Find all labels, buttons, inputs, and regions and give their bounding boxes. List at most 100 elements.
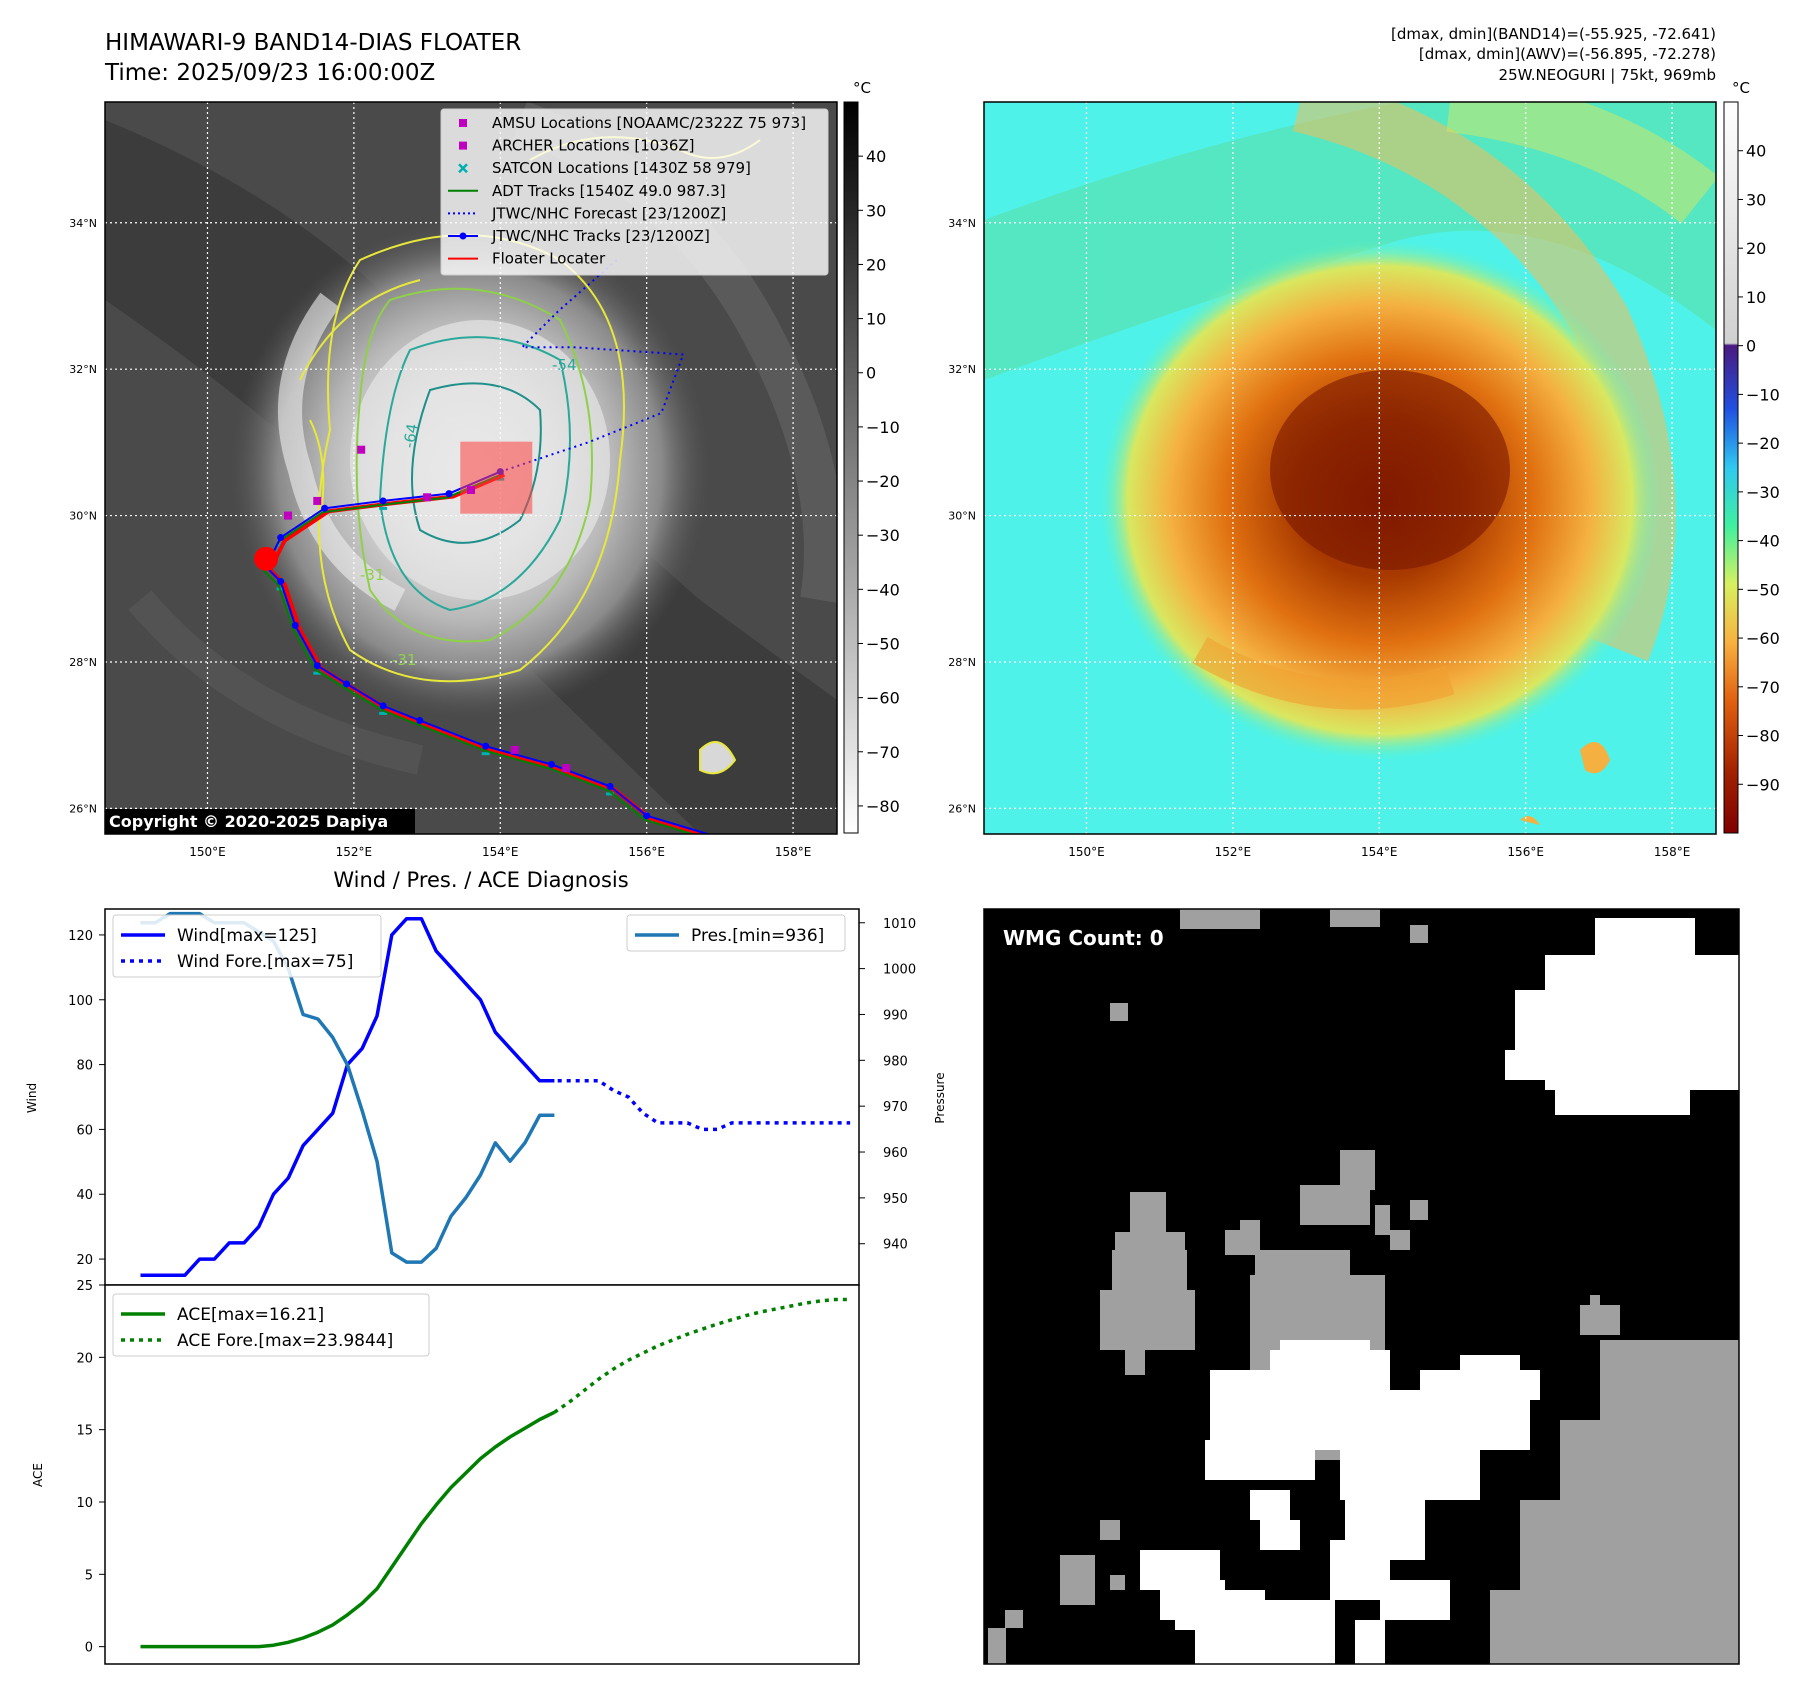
jtwc-track-point <box>321 504 329 512</box>
satcon-marker <box>379 506 388 510</box>
satcon-marker <box>313 671 322 675</box>
colorbar-tick-label: −20 <box>1746 434 1780 453</box>
legend-label: Pres.[min=936] <box>691 926 824 946</box>
colorbar-tick-label: 30 <box>866 201 886 220</box>
satcon-marker <box>606 792 615 796</box>
legend-label: ARCHER Locations [1036Z] <box>492 137 695 155</box>
pressure-ytick-label: 940 <box>883 1238 908 1253</box>
wmg-panel: WMG Count: 0 <box>983 908 1740 1665</box>
ace-chart: ACE 0 5 10 15 20 25 ACE[max=16.21] ACE Fore.[m… <box>31 1279 860 1665</box>
amsu-marker <box>313 496 322 505</box>
lon-tick-label: 150°E <box>189 845 226 859</box>
colorbar-tick-label: −10 <box>866 418 900 437</box>
contour-label-1: -54 <box>552 356 577 374</box>
pressure-ytick-label: 1010 <box>883 917 916 932</box>
figure-title-line2: Time: 2025/09/23 16:00:00Z <box>104 60 435 86</box>
colorbar-tick-label: −30 <box>1746 483 1780 502</box>
satcon-marker <box>716 844 724 847</box>
colorbar-tick-label: −20 <box>866 472 900 491</box>
ir-panel: -54 -64 -31 -31 34°N 32°N 30°N 28°N 26°N 150°… <box>69 79 900 859</box>
wind-ytick-label: 40 <box>76 1188 93 1203</box>
colorbar-tick-label: 40 <box>1746 142 1766 161</box>
wind-ytick-label: 120 <box>68 929 93 944</box>
awv-gridlines <box>984 102 1716 834</box>
pressure-ytick-label: 980 <box>883 1054 908 1069</box>
colorbar-tick-label: −60 <box>866 689 900 708</box>
info-line1: [dmax, dmin](BAND14)=(-55.925, -72.641) <box>1391 25 1716 43</box>
ir-colorbar: °C 40 30 20 10 0 −10 −20 −30 −40 −50 −60 −70 −80 <box>843 79 900 834</box>
legend-entry: ARCHER Locations [1036Z] <box>459 137 695 155</box>
diagnosis-title: Wind / Pres. / ACE Diagnosis <box>333 868 628 892</box>
lat-tick-label: 34°N <box>948 217 976 230</box>
figure-title-line1: HIMAWARI-9 BAND14-DIAS FLOATER <box>105 30 521 56</box>
jtwc-track-point <box>716 834 723 841</box>
jtwc-track-point <box>548 760 556 768</box>
ir-axis-ticks: 34°N 32°N 30°N 28°N 26°N 150°E 152°E 154°E 156°E… <box>69 217 811 859</box>
colorbar-tick-label: −70 <box>866 743 900 762</box>
legend-label: JTWC/NHC Tracks [23/1200Z] <box>491 227 710 245</box>
legend-label: Floater Locater <box>492 250 606 268</box>
colorbar-tick-label: 0 <box>866 364 876 383</box>
wmg-white-regions <box>1140 918 1739 1664</box>
ir-legend: AMSU Locations [NOAAMC/2322Z 75 973] ARCH… <box>440 108 829 276</box>
lat-tick-label: 28°N <box>69 656 97 669</box>
lon-tick-label: 152°E <box>336 845 373 859</box>
wind-ytick-label: 100 <box>68 994 93 1009</box>
copyright-box: Copyright © 2020-2025 Dapiya <box>105 809 415 834</box>
amsu-marker <box>467 485 475 494</box>
lat-tick-label: 32°N <box>948 363 976 376</box>
colorbar-tick-label: −60 <box>1746 629 1780 648</box>
legend-label: SATCON Locations [1430Z 58 979] <box>492 159 751 177</box>
colorbar-tick-label: −30 <box>866 526 900 545</box>
colorbar-tick-label: −10 <box>1746 385 1780 404</box>
legend-label: ACE[max=16.21] <box>177 1305 324 1325</box>
colorbar-tick-label: 10 <box>1746 288 1766 307</box>
lon-tick-label: 152°E <box>1215 845 1252 859</box>
contour-label-4: -31 <box>392 651 417 669</box>
jtwc-track-point <box>379 497 387 505</box>
legend-label: ADT Tracks [1540Z 49.0 987.3] <box>492 182 726 200</box>
amsu-marker <box>423 493 432 502</box>
ir-colorbar-unit: °C <box>853 79 871 97</box>
satcon-marker <box>379 711 388 715</box>
pressure-ytick-label: 1000 <box>883 963 916 978</box>
pressure-ytick-label: 960 <box>883 1146 908 1161</box>
series-line <box>553 1297 851 1414</box>
amsu-marker <box>510 745 519 754</box>
colorbar-tick-label: −80 <box>1746 727 1780 746</box>
wmg-count-label: WMG Count: 0 <box>1003 926 1164 950</box>
jtwc-track-point <box>482 742 490 750</box>
legend-swatch <box>459 141 467 150</box>
lat-tick-label: 32°N <box>69 363 97 376</box>
awv-colorbar-unit: °C <box>1732 79 1750 97</box>
lon-tick-label: 156°E <box>628 845 665 859</box>
jtwc-track-point <box>277 534 285 542</box>
pressure-ytick-label: 970 <box>883 1100 908 1115</box>
jtwc-track-point <box>313 662 321 670</box>
wind-ytick-label: 20 <box>76 1253 93 1268</box>
ace-ytick-label: 15 <box>76 1424 93 1439</box>
satcon-marker <box>481 752 490 756</box>
amsu-marker <box>357 445 366 454</box>
legend-entry: AMSU Locations [NOAAMC/2322Z 75 973] <box>459 114 806 132</box>
jtwc-track-point <box>379 702 387 710</box>
colorbar-tick-label: 20 <box>1746 239 1766 258</box>
legend-label: ACE Fore.[max=23.9844] <box>177 1331 393 1351</box>
lat-tick-label: 30°N <box>948 510 976 523</box>
ace-legend: ACE[max=16.21] ACE Fore.[max=23.9844] <box>112 1293 430 1357</box>
legend-entry: ADT Tracks [1540Z 49.0 987.3] <box>448 182 726 200</box>
ace-ytick-label: 10 <box>76 1496 93 1511</box>
ace-ytick-label: 20 <box>76 1351 93 1366</box>
contour-label-2: -64 <box>400 422 422 449</box>
jtwc-track-point <box>277 577 285 585</box>
colorbar-tick-label: −90 <box>1746 775 1780 794</box>
awv-axis-ticks: 34°N 32°N 30°N 28°N 26°N 150°E 152°E 154°E 156°E… <box>948 217 1690 859</box>
pressure-ytick-label: 990 <box>883 1008 908 1023</box>
awv-panel: 34°N 32°N 30°N 28°N 26°N 150°E 152°E 154°E 156°E… <box>948 79 1780 859</box>
jtwc-track-point <box>416 717 424 725</box>
copyright-text: Copyright © 2020-2025 Dapiya <box>109 812 388 831</box>
lat-tick-label: 34°N <box>69 217 97 230</box>
wind-pressure-chart: Wind Pressure 20 40 60 80 100 120 940 950 960 97… <box>25 908 947 1286</box>
pressure-axis-label: Pressure <box>933 1072 947 1123</box>
